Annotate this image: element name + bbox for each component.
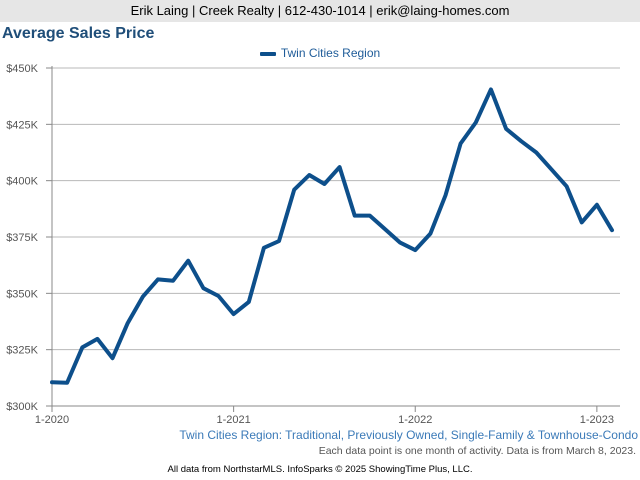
legend[interactable]: Twin Cities Region <box>0 46 640 60</box>
data-point[interactable] <box>353 214 357 218</box>
data-point[interactable] <box>444 193 448 197</box>
data-point[interactable] <box>262 246 266 250</box>
data-point[interactable] <box>50 380 54 384</box>
contact-header: Erik Laing | Creek Realty | 612-430-1014… <box>0 0 640 22</box>
data-point[interactable] <box>338 165 342 169</box>
data-credit: All data from NorthstarMLS. InfoSparks ©… <box>167 464 473 475</box>
legend-swatch <box>259 51 276 56</box>
data-point[interactable] <box>247 300 251 304</box>
chart-description: Twin Cities Region: Traditional, Previou… <box>179 428 638 442</box>
data-point[interactable] <box>534 151 538 155</box>
data-point[interactable] <box>549 167 553 171</box>
series-line[interactable] <box>50 87 614 385</box>
data-point[interactable] <box>565 184 569 188</box>
data-note: Each data point is one month of activity… <box>318 445 636 457</box>
data-point[interactable] <box>413 248 417 252</box>
data-point[interactable] <box>126 321 130 325</box>
data-point[interactable] <box>216 294 220 298</box>
data-point[interactable] <box>171 279 175 283</box>
data-point[interactable] <box>292 188 296 192</box>
y-tick-label: $300K <box>6 401 38 413</box>
data-point[interactable] <box>277 239 281 243</box>
data-point[interactable] <box>232 312 236 316</box>
data-point[interactable] <box>322 182 326 186</box>
data-point[interactable] <box>595 203 599 207</box>
data-point[interactable] <box>368 214 372 218</box>
data-point[interactable] <box>610 228 614 232</box>
data-point[interactable] <box>489 87 493 91</box>
y-tick-label: $425K <box>6 119 38 131</box>
data-point[interactable] <box>111 356 115 360</box>
data-point[interactable] <box>156 277 160 281</box>
data-point[interactable] <box>474 121 478 125</box>
chart-title: Average Sales Price <box>2 25 155 42</box>
data-point[interactable] <box>141 295 145 299</box>
data-point[interactable] <box>428 232 432 236</box>
y-tick-label: $350K <box>6 288 38 300</box>
data-point[interactable] <box>201 286 205 290</box>
data-point[interactable] <box>459 141 463 145</box>
x-tick-label: 1-2021 <box>216 414 250 426</box>
data-point[interactable] <box>80 345 84 349</box>
data-point[interactable] <box>580 220 584 224</box>
data-point[interactable] <box>519 139 523 143</box>
y-tick-label: $375K <box>6 232 38 244</box>
legend-label: Twin Cities Region <box>280 46 381 60</box>
y-tick-label: $450K <box>6 63 38 75</box>
data-point[interactable] <box>65 381 69 385</box>
x-tick-label: 1-2023 <box>580 414 614 426</box>
data-point[interactable] <box>186 259 190 263</box>
y-tick-label: $400K <box>6 176 38 188</box>
data-point[interactable] <box>383 227 387 231</box>
x-tick-label: 1-2020 <box>35 414 69 426</box>
data-point[interactable] <box>95 337 99 341</box>
data-point[interactable] <box>307 173 311 177</box>
y-tick-label: $325K <box>6 345 38 357</box>
data-point[interactable] <box>504 127 508 131</box>
data-point[interactable] <box>398 241 402 245</box>
x-tick-label: 1-2022 <box>398 414 432 426</box>
